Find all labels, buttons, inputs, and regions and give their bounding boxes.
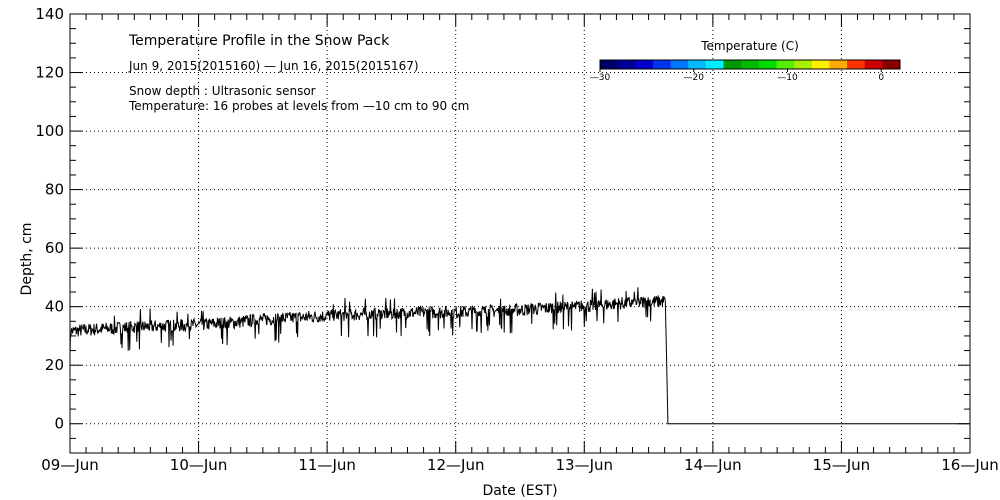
colorbar-tick-label: —30 xyxy=(590,73,611,83)
colorbar-border xyxy=(599,59,901,70)
snow-depth-line xyxy=(69,287,970,425)
y-tick-label: 80 xyxy=(45,181,64,199)
y-tick-label: 120 xyxy=(35,64,64,82)
colorbar-cell xyxy=(688,60,707,69)
x-tick-label: 09—Jun xyxy=(41,456,99,474)
colorbar-cell xyxy=(882,60,901,69)
colorbar-cell xyxy=(670,60,689,69)
y-tick-label: 140 xyxy=(35,5,64,23)
x-axis-label: Date (EST) xyxy=(482,483,557,499)
colorbar-cell xyxy=(794,60,813,69)
colorbar-cell xyxy=(705,60,725,69)
annotation-snow-depth: Snow depth : Ultrasonic sensor xyxy=(129,84,316,98)
colorbar-cell xyxy=(864,60,883,69)
temperature-colorbar: Temperature (C) —30 —20 —10 0 xyxy=(590,39,901,83)
x-tick-label: 14—Jun xyxy=(684,456,742,474)
y-tick-label: 60 xyxy=(45,239,64,257)
colorbar-cell xyxy=(617,60,636,69)
plot-frame xyxy=(69,13,971,454)
colorbar-cell xyxy=(776,60,795,69)
colorbar-cell xyxy=(741,60,760,69)
colorbar-cell xyxy=(723,60,742,69)
grid-lines xyxy=(70,14,970,453)
colorbar-cell xyxy=(829,60,848,69)
annotation-temperature: Temperature: 16 probes at levels from —1… xyxy=(128,99,469,113)
x-tick-label: 12—Jun xyxy=(427,456,485,474)
colorbar-cells xyxy=(599,59,901,70)
y-tick-label: 100 xyxy=(35,122,64,140)
x-tick-label: 13—Jun xyxy=(556,456,614,474)
colorbar-cell xyxy=(600,60,619,69)
colorbar-cell xyxy=(652,60,672,69)
colorbar-tick-label: 0 xyxy=(878,73,884,83)
chart-subtitle: Jun 9, 2015(2015160) — Jun 16, 2015(2015… xyxy=(128,59,419,73)
y-tick-label: 20 xyxy=(45,356,64,374)
x-tick-label: 16—Jun xyxy=(941,456,999,474)
y-axis-label: Depth, cm xyxy=(19,223,35,296)
colorbar-title: Temperature (C) xyxy=(700,39,799,53)
colorbar-cell xyxy=(635,60,654,69)
axis-ticks xyxy=(69,13,971,454)
chart-title: Temperature Profile in the Snow Pack xyxy=(128,33,390,49)
colorbar-cell xyxy=(758,60,777,69)
colorbar-tick-label: —10 xyxy=(777,73,798,83)
colorbar-cell xyxy=(811,60,830,69)
tick-labels: 0 20 40 60 80 100 120 140 09—Jun 10—Jun 11—Jun 12—J… xyxy=(35,5,998,474)
colorbar-tick-label: —20 xyxy=(684,73,705,83)
y-tick-label: 0 xyxy=(54,415,64,433)
x-tick-label: 10—Jun xyxy=(170,456,228,474)
x-tick-label: 15—Jun xyxy=(813,456,871,474)
y-tick-label: 40 xyxy=(45,298,64,316)
colorbar-cell xyxy=(847,60,866,69)
x-tick-label: 11—Jun xyxy=(298,456,356,474)
colorbar-labels: —30 —20 —10 0 xyxy=(590,69,884,83)
